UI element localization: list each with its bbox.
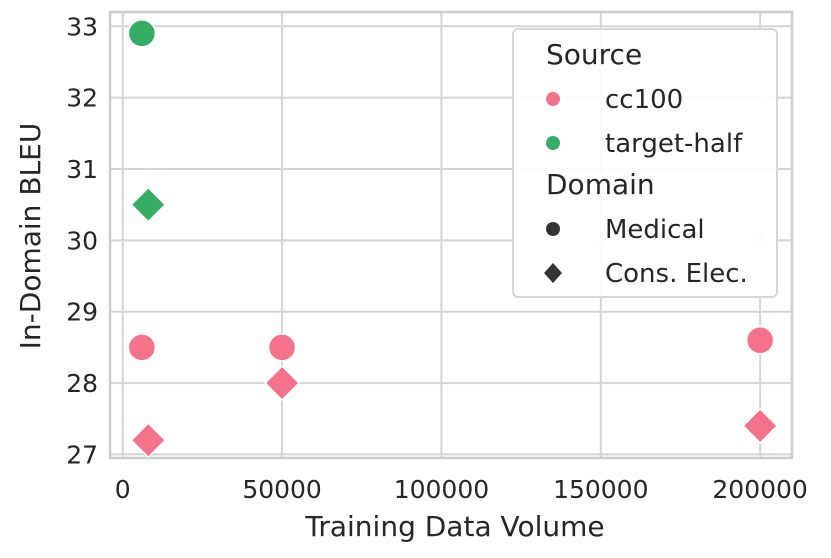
x-tick-label: 50000 (242, 475, 322, 504)
plot-frame (108, 10, 794, 460)
y-tick-label: 31 (66, 155, 98, 184)
legend: Source cc100 target-half Domain Medical … (512, 28, 778, 298)
x-tick-label: 100000 (394, 475, 489, 504)
tick-labels: 0 50000 100000 150000 200000 27 28 29 30 31 32 33 (66, 12, 808, 504)
y-tick-label: 30 (66, 226, 98, 255)
legend-title-domain: Domain (546, 168, 655, 201)
y-tick-label: 32 (66, 84, 98, 113)
y-tick-label: 27 (66, 440, 98, 469)
legend-label-cons-elec: Cons. Elec. (605, 259, 748, 289)
data-point-target-half-cons-elec (130, 186, 167, 223)
x-tick-label: 150000 (553, 475, 648, 504)
legend-title-source: Source (546, 38, 642, 71)
legend-marker-target-half (546, 136, 560, 150)
y-tick-label: 29 (66, 298, 98, 327)
data-point-cc100-cons-elec (742, 407, 779, 444)
y-tick-label: 33 (66, 12, 98, 41)
legend-label-target-half: target-half (605, 129, 743, 159)
legend-marker-medical (546, 222, 560, 236)
x-tick-label: 200000 (712, 475, 807, 504)
legend-label-cc100: cc100 (605, 85, 683, 115)
legend-box (512, 28, 778, 298)
data-point-cc100-medical (127, 333, 157, 362)
data-point-target-half-medical (127, 19, 157, 48)
legend-label-medical: Medical (605, 215, 705, 245)
y-tick-label: 28 (66, 369, 98, 398)
data-point-cc100-medical (267, 333, 297, 362)
x-axis-label: Training Data Volume (304, 510, 604, 543)
data-point-cc100-cons-elec (130, 422, 167, 459)
data-point-cc100-medical (745, 326, 775, 355)
data-points (127, 19, 779, 459)
legend-marker-cc100 (546, 92, 560, 106)
y-axis-label: In-Domain BLEU (14, 123, 47, 350)
data-point-cc100-cons-elec (264, 365, 301, 402)
x-tick-label: 0 (115, 475, 131, 504)
legend-marker-cons-elec (544, 263, 562, 283)
